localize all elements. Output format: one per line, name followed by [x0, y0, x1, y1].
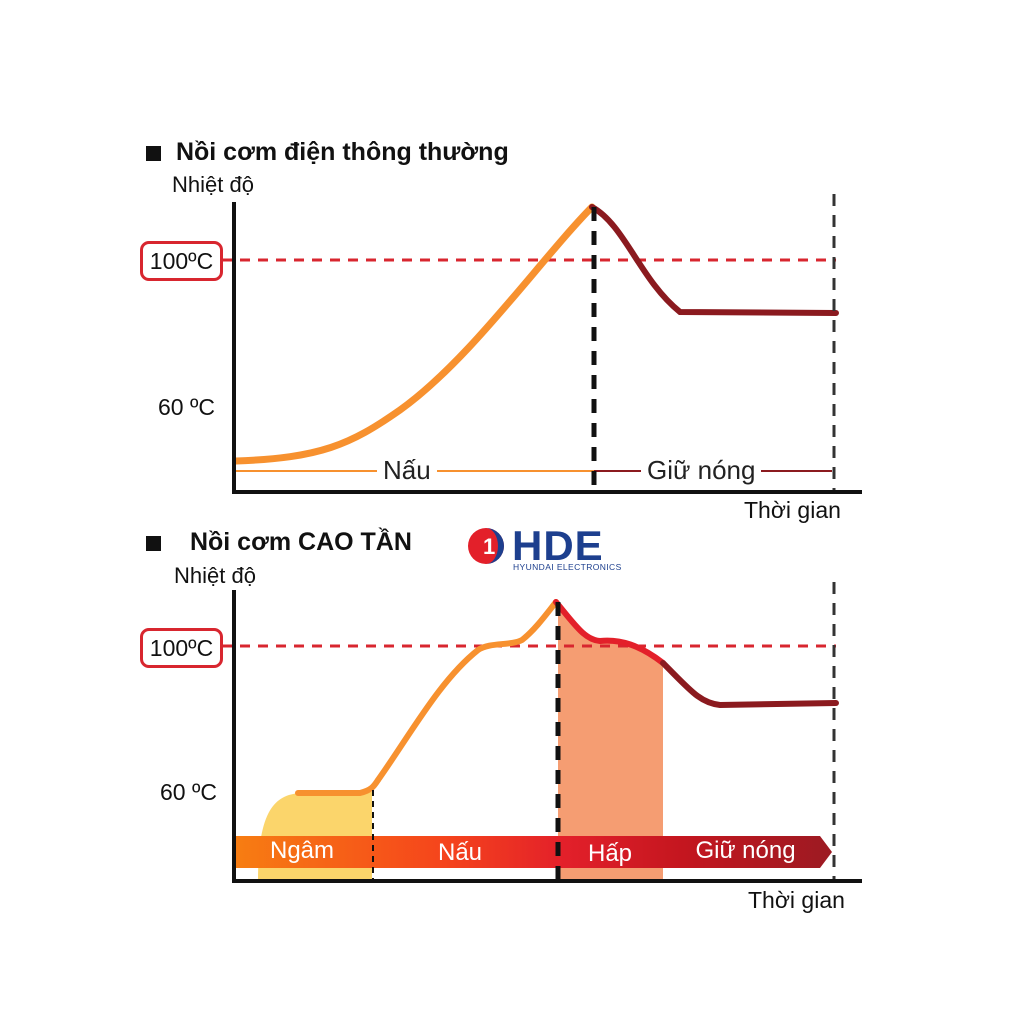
top-60c-label: 60 ºC	[158, 394, 215, 420]
band-soak: Ngâm	[269, 837, 335, 864]
bottom-soak-curve	[295, 777, 381, 796]
bottom-steam-fill	[558, 604, 663, 880]
top-phase-cook: Nấu	[377, 455, 437, 486]
band-steam: Hấp	[587, 840, 633, 867]
bullet-square-icon	[146, 535, 161, 551]
top-keepwarm-curve	[589, 204, 839, 316]
hde-mark-icon: 1	[468, 528, 504, 564]
bottom-x-axis-label: Thời gian	[748, 887, 845, 913]
conventional-title: Nồi cơm điện thông thường	[175, 138, 509, 166]
bottom-keepwarm-curve	[660, 660, 839, 709]
band-cook: Nấu	[437, 839, 483, 866]
hde-mark-text: 1	[483, 534, 495, 559]
high-frequency-heading: Nồi cơm CAO TẦN	[146, 528, 412, 557]
high-frequency-chart	[222, 582, 862, 883]
top-y-axis-label: Nhiệt độ	[172, 172, 254, 197]
hde-logo: 1 HDE HYUNDAI ELECTRONICS	[466, 522, 636, 578]
bullet-square-icon	[146, 145, 161, 161]
conventional-heading: Nồi cơm điện thông thường	[146, 138, 509, 167]
bottom-cook-curve	[375, 599, 559, 783]
hde-brand: HDE	[512, 522, 604, 569]
band-keep-warm: Giữ nóng	[695, 837, 796, 864]
bottom-60c-label: 60 ºC	[160, 779, 217, 805]
high-frequency-title: Nồi cơm CAO TẦN	[189, 528, 412, 556]
top-x-axis-label: Thời gian	[744, 497, 841, 523]
hde-subtitle: HYUNDAI ELECTRONICS	[513, 562, 622, 572]
top-phase-keep-warm: Giữ nóng	[641, 455, 762, 486]
bottom-steam-curve	[553, 599, 666, 666]
top-100c-label: 100ºC	[140, 241, 223, 281]
conventional-chart	[222, 194, 862, 494]
top-cook-curve	[232, 203, 596, 465]
bottom-y-axis-label: Nhiệt độ	[174, 563, 256, 588]
bottom-100c-label: 100ºC	[140, 628, 223, 668]
bottom-phase-band	[236, 836, 832, 868]
